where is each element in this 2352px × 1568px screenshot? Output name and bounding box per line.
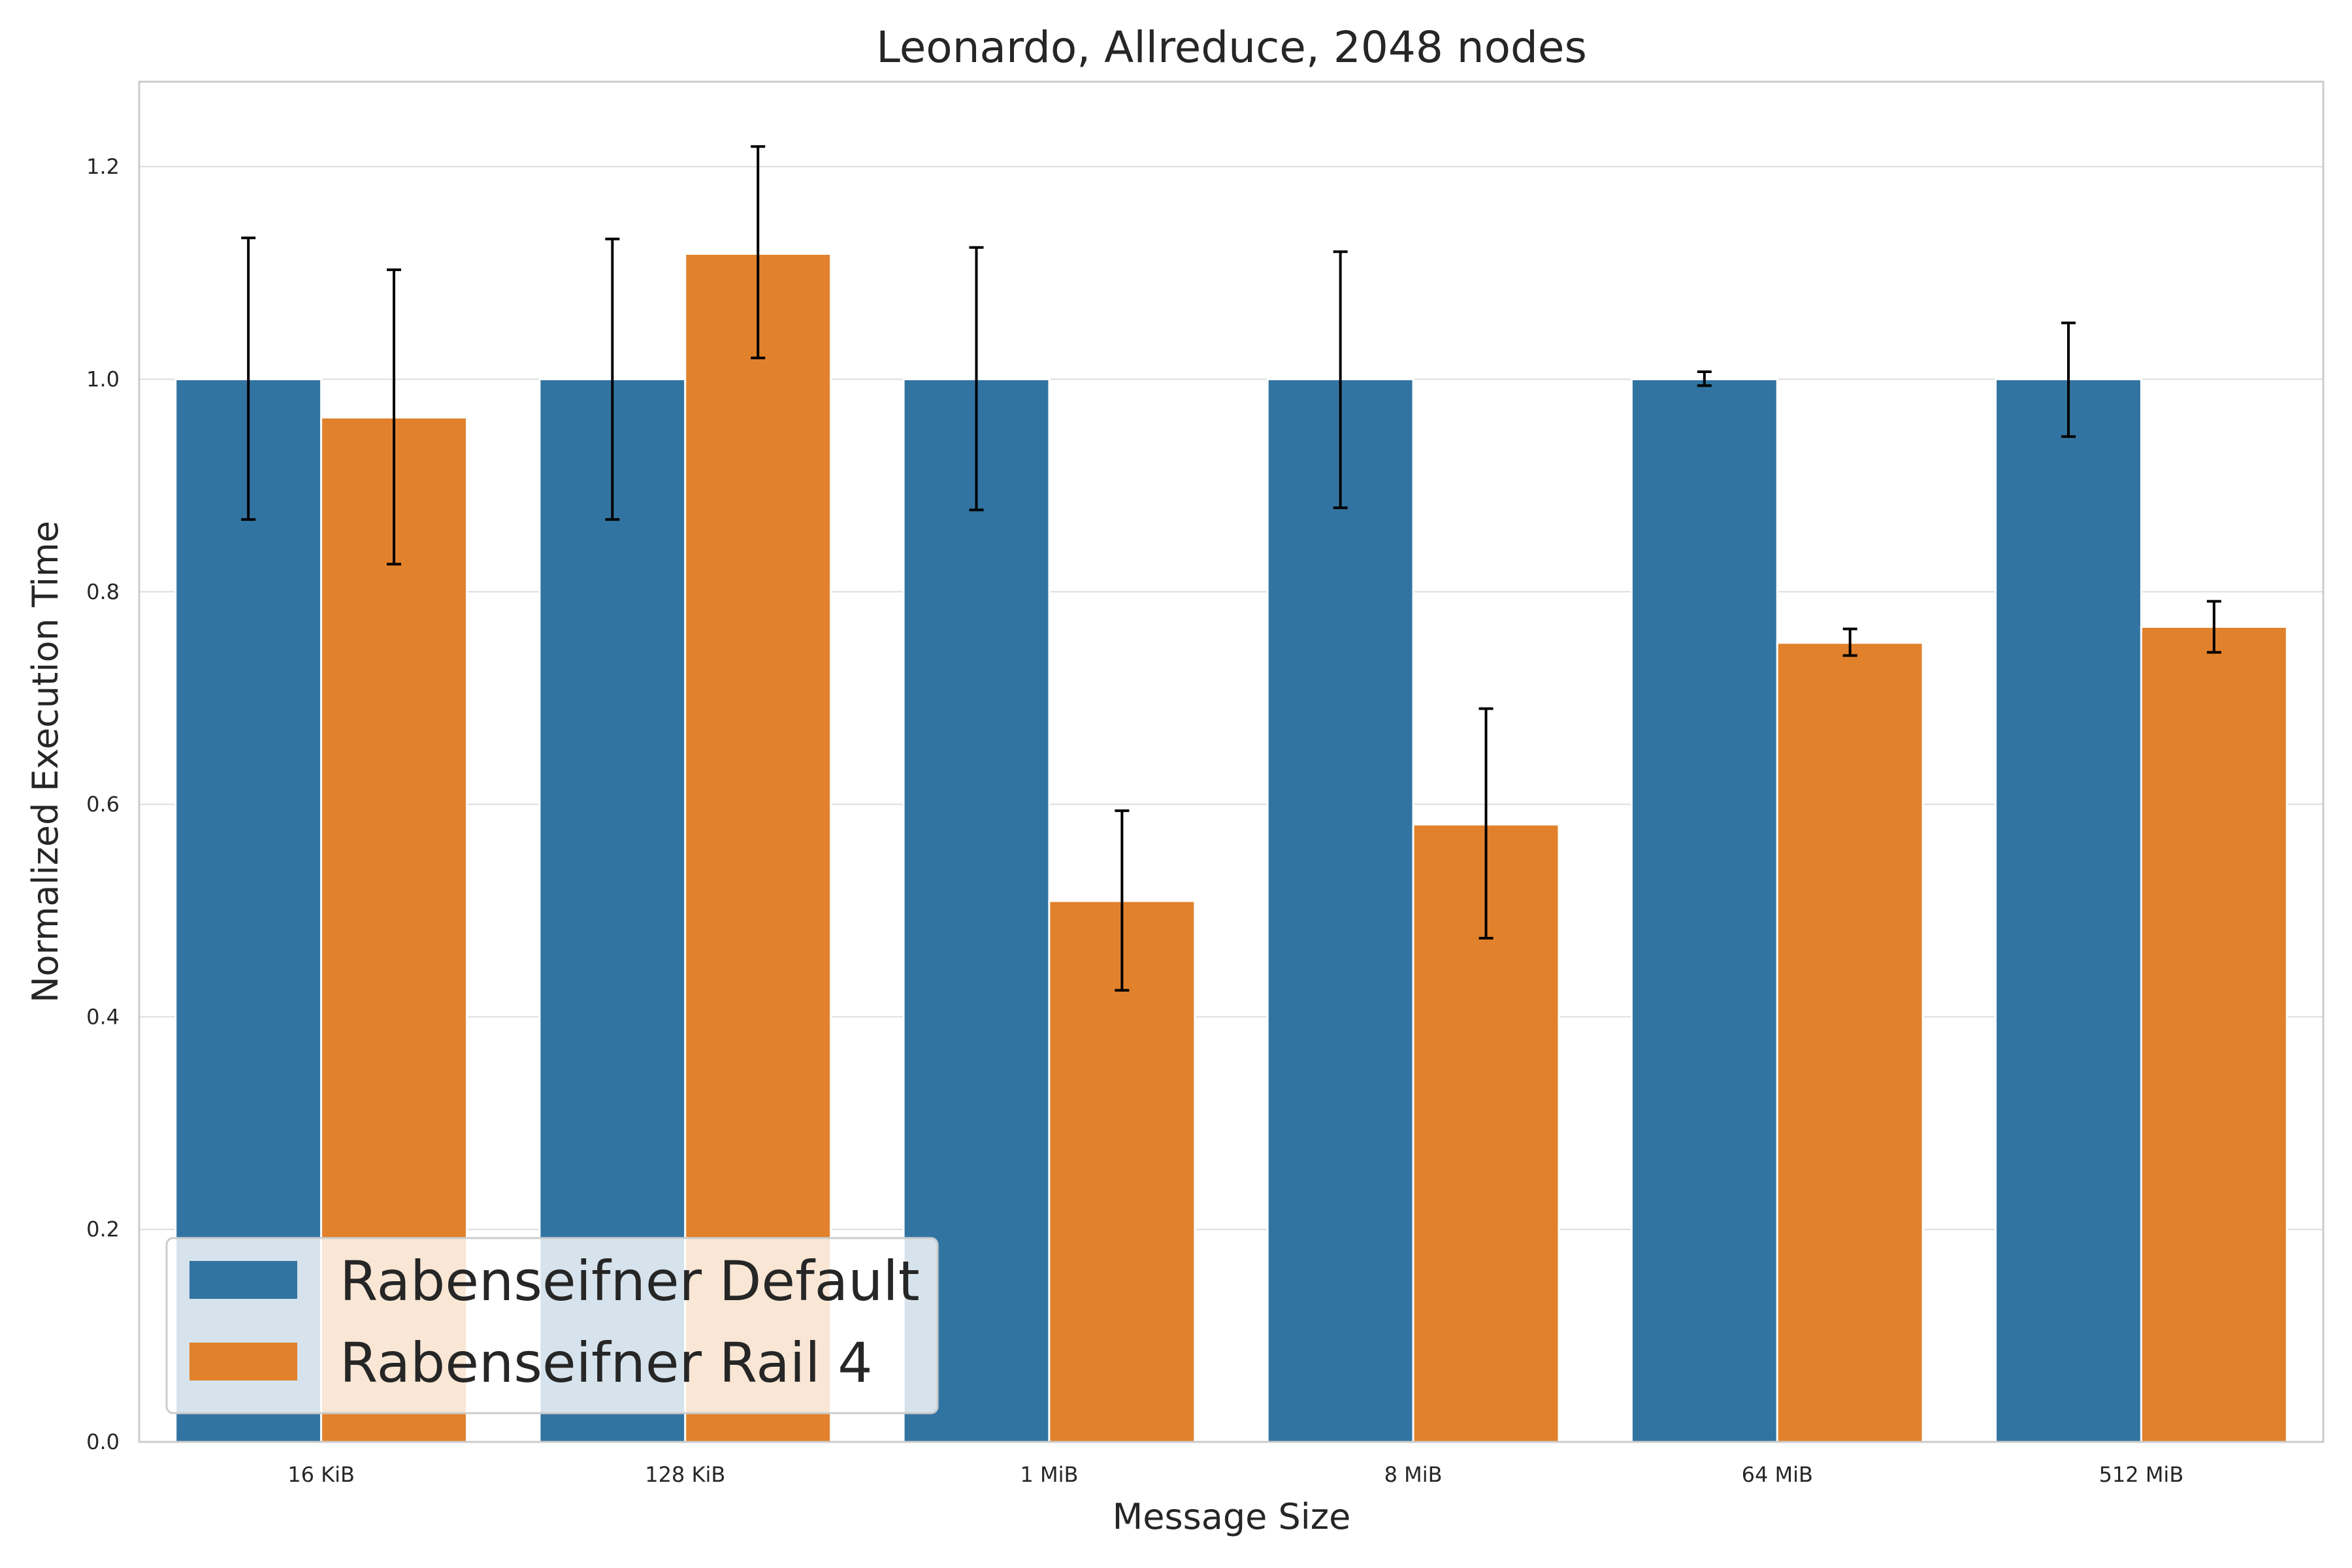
bar-rabenseifner-rail-4-512-mib — [2140, 625, 2288, 1443]
legend-swatch-rabenseifner-rail-4 — [189, 1343, 297, 1380]
y-tick-label: 1.0 — [86, 367, 120, 391]
error-bar-layer — [241, 145, 2221, 992]
chart-title: Leonardo, Allreduce, 2048 nodes — [876, 22, 1587, 73]
legend: Rabenseifner Default Rabenseifner Rail 4 — [165, 1237, 939, 1414]
x-tick-label: 128 KiB — [645, 1462, 725, 1487]
y-tick-label: 0.2 — [86, 1217, 120, 1242]
x-tick-label: 64 MiB — [1742, 1462, 1813, 1487]
bar-rabenseifner-rail-4-64-mib — [1776, 642, 1924, 1443]
legend-label-rabenseifner-default: Rabenseifner Default — [340, 1249, 920, 1313]
y-tick-label: 0.4 — [86, 1004, 120, 1029]
bar-layer — [174, 253, 2288, 1443]
x-tick-label: 512 MiB — [2099, 1462, 2184, 1487]
plot-frame — [138, 80, 2325, 1443]
x-tick-labels: 16 KiB 128 KiB 1 MiB 8 MiB 64 MiB 512 MiB — [287, 1462, 2183, 1487]
legend-swatch-rabenseifner-default — [189, 1261, 297, 1299]
y-tick-label: 0.8 — [86, 580, 120, 604]
y-tick-label: 1.2 — [86, 154, 120, 179]
y-tick-label: 0.0 — [86, 1429, 120, 1454]
y-tick-label: 0.6 — [86, 792, 120, 817]
x-tick-label: 1 MiB — [1020, 1462, 1078, 1487]
x-tick-label: 16 KiB — [287, 1462, 355, 1487]
bar-rabenseifner-default-64-mib — [1630, 378, 1778, 1443]
bar-rabenseifner-default-512-mib — [1995, 378, 2142, 1443]
x-tick-label: 8 MiB — [1384, 1462, 1443, 1487]
x-axis-label: Message Size — [1113, 1496, 1351, 1537]
bar-rabenseifner-default-8-mib — [1266, 378, 1414, 1443]
y-tick-labels: 0.0 0.2 0.4 0.6 0.8 1.0 1.2 — [86, 154, 120, 1454]
y-axis-label: Normalized Execution Time — [25, 521, 66, 1003]
legend-frame — [165, 1237, 939, 1414]
legend-label-rabenseifner-rail-4: Rabenseifner Rail 4 — [340, 1331, 873, 1395]
